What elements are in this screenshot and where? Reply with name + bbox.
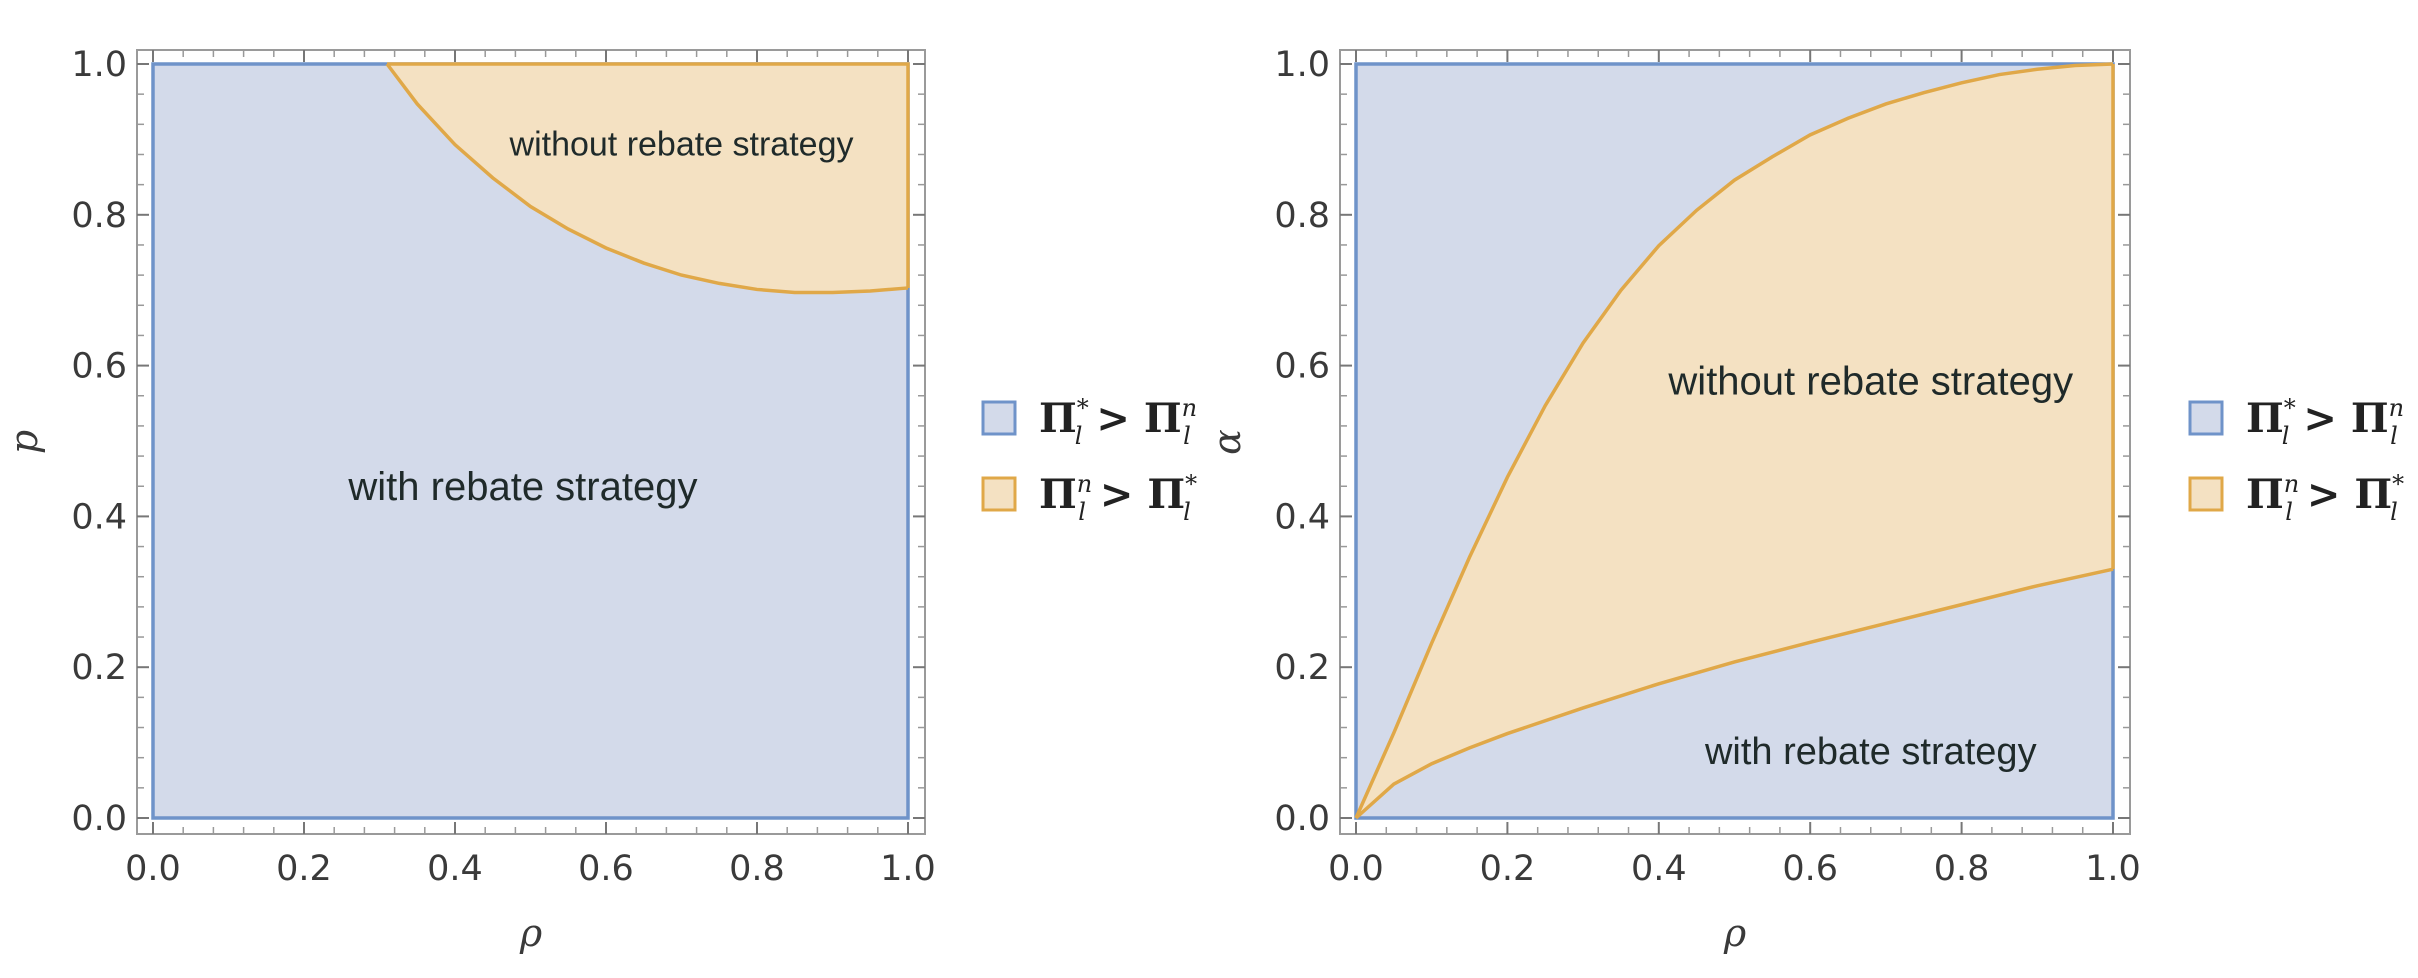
plot-frame — [136, 49, 926, 835]
region-label: without rebate strategy — [509, 126, 854, 164]
x-tick-label: 0.8 — [1934, 849, 1990, 889]
y-tick-label: 0.8 — [71, 196, 127, 236]
y-tick-label: 0.4 — [71, 497, 127, 537]
x-tick-label: 0.8 — [729, 849, 785, 889]
legend-swatch-orange — [2188, 476, 2224, 512]
region-orange-area — [387, 64, 908, 293]
chart-left: 0.0 0.0 0.2 0.2 0.4 0.4 0.6 0.6 0.8 0.8 1.0 1.0 ρ p wi… — [2, 45, 1197, 955]
x-axis-label: ρ — [1723, 911, 1747, 955]
y-axis-label: p — [2, 430, 46, 454]
legend-entry: Πn l > Π* l — [1039, 470, 1197, 526]
x-tick-label: 0.4 — [1631, 849, 1687, 889]
plot-frame — [1339, 49, 2131, 835]
legend-entry: Π* l > Πn l — [1039, 394, 1197, 450]
y-tick-label: 0.2 — [71, 648, 127, 688]
y-tick-label: 0.2 — [1274, 648, 1330, 688]
x-axis-label: ρ — [519, 911, 543, 955]
region-orange-area — [1356, 64, 2113, 818]
x-tick-label: 0.6 — [1782, 849, 1838, 889]
y-tick-label: 0.6 — [71, 347, 127, 387]
upper-boundary-curve — [1354, 62, 2114, 819]
y-tick-label: 1.0 — [71, 45, 127, 85]
x-tick-label: 0.2 — [276, 849, 332, 889]
boundary-curve — [385, 62, 909, 295]
legend-swatch-orange — [981, 476, 1017, 512]
legend-entry: Π* l > Πn l — [2246, 394, 2404, 450]
y-tick-label: 0.4 — [1274, 497, 1330, 537]
x-tick-label: 1.0 — [2085, 849, 2141, 889]
y-tick-label: 0.8 — [1274, 196, 1330, 236]
legend-entry: Πn l > Π* l — [2246, 470, 2404, 526]
chart-right: 0.0 0.0 0.2 0.2 0.4 0.4 0.6 0.6 0.8 0.8 1.0 1.0 ρ α wi… — [1205, 45, 2404, 955]
x-tick-label: 0.4 — [427, 849, 483, 889]
region-label: with rebate strategy — [347, 465, 697, 509]
region-label: without rebate strategy — [1667, 360, 2073, 404]
x-tick-label: 0.6 — [578, 849, 634, 889]
y-tick-label: 0.0 — [1274, 799, 1330, 839]
x-tick-label: 0.0 — [1328, 849, 1384, 889]
x-tick-label: 1.0 — [880, 849, 936, 889]
y-tick-label: 1.0 — [1274, 45, 1330, 85]
region-label: with rebate strategy — [1704, 731, 2037, 773]
y-tick-label: 0.0 — [71, 799, 127, 839]
y-tick-label: 0.6 — [1274, 347, 1330, 387]
lower-boundary-curve — [1354, 567, 2114, 820]
x-tick-label: 0.0 — [125, 849, 181, 889]
legend-swatch-blue — [981, 400, 1017, 436]
y-axis-label: α — [1205, 429, 1249, 455]
x-tick-label: 0.2 — [1480, 849, 1536, 889]
legend-swatch-blue — [2188, 400, 2224, 436]
orange-edge — [387, 62, 910, 288]
